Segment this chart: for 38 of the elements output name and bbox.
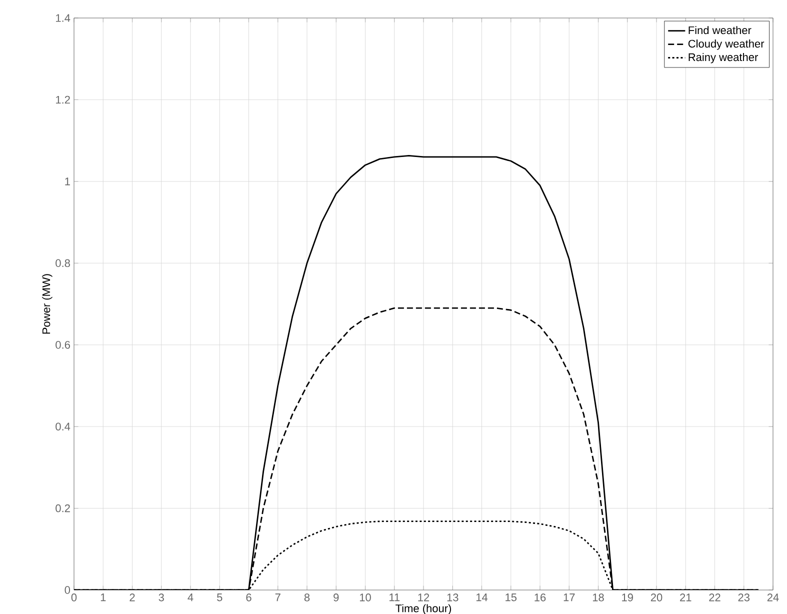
x-tick-label: 13 — [447, 594, 458, 602]
x-tick-label: 6 — [246, 594, 252, 602]
y-tick-label: 1.4 — [56, 14, 70, 22]
x-tick-label: 7 — [275, 594, 280, 602]
x-tick-label: 0 — [71, 594, 77, 602]
x-tick-label: 23 — [738, 594, 750, 602]
x-tick-label: 15 — [506, 594, 517, 602]
x-tick-label: 10 — [360, 594, 371, 602]
y-axis-title: Power (MW) — [42, 274, 52, 334]
y-tick-label: 0.2 — [56, 504, 70, 512]
x-tick-label: 11 — [390, 594, 400, 602]
x-tick-label: 22 — [709, 594, 720, 602]
x-tick-label: 12 — [418, 594, 430, 602]
legend-label: Rainy weather — [688, 53, 758, 64]
x-tick-label: 2 — [130, 594, 135, 602]
x-tick-label: 14 — [476, 594, 488, 602]
legend-label: Find weather — [688, 26, 752, 34]
x-tick-label: 20 — [650, 594, 662, 602]
x-tick-label: 24 — [767, 594, 779, 602]
x-axis-title: Time (hour) — [396, 604, 452, 614]
x-tick-label: 17 — [564, 594, 575, 602]
x-tick-label: 1 — [100, 594, 106, 602]
y-tick-label: 0 — [64, 586, 70, 594]
x-tick-label: 3 — [158, 594, 164, 602]
y-tick-label: 1 — [65, 178, 70, 186]
y-tick-label: 0.6 — [56, 340, 70, 349]
x-tick-label: 21 — [680, 594, 692, 602]
x-tick-label: 9 — [334, 594, 339, 602]
x-tick-label: 5 — [217, 594, 222, 602]
y-tick-label: 0.8 — [56, 259, 70, 268]
x-tick-label: 18 — [592, 594, 604, 602]
y-tick-label: 1.2 — [56, 96, 70, 104]
y-tick-label: 0.4 — [56, 422, 70, 430]
x-tick-label: 8 — [304, 594, 310, 602]
x-tick-label: 16 — [534, 594, 546, 602]
x-tick-label: 4 — [188, 594, 194, 602]
legend-label: Cloudy weather — [688, 40, 764, 50]
x-tick-label: 19 — [622, 594, 633, 602]
